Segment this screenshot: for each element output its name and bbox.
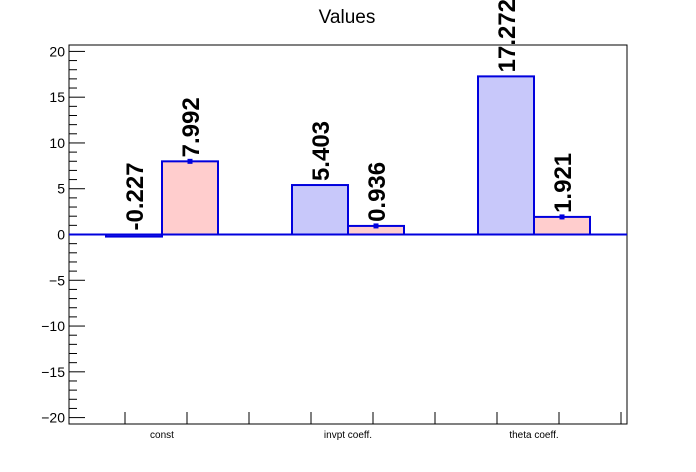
y-tick-label: 5	[57, 181, 65, 197]
bar	[477, 75, 535, 236]
x-axis: const invpt coeff. theta coeff.	[124, 412, 622, 441]
error-marker	[373, 223, 379, 229]
y-tick-label: −15	[41, 364, 65, 380]
value-label: 0.936	[364, 162, 391, 222]
bar	[161, 160, 219, 236]
bar	[533, 215, 591, 236]
x-category-label: const	[150, 430, 174, 441]
y-tick-label: 15	[49, 89, 65, 105]
y-tick-label: −10	[41, 318, 65, 334]
y-tick-label: 0	[57, 227, 65, 243]
value-label: 17.272	[494, 0, 521, 72]
error-marker	[187, 158, 193, 164]
value-label: 7.992	[178, 97, 205, 157]
chart-title: Values	[319, 7, 376, 28]
bars	[69, 75, 627, 238]
y-tick-label: 10	[49, 135, 65, 151]
x-category-label: invpt coeff.	[324, 430, 372, 441]
x-category-label: theta coeff.	[509, 430, 558, 441]
y-tick-label: −20	[41, 410, 65, 426]
y-axis: −20 −15 −10 −5 0 5 10 15 20	[41, 43, 85, 426]
value-label: 1.921	[550, 153, 577, 213]
value-label: 5.403	[308, 121, 335, 181]
y-tick-label: −5	[49, 272, 65, 288]
y-tick-label: 20	[49, 43, 65, 59]
value-labels: -0.227 5.403 17.272 7.992 0.936 1.921	[122, 0, 577, 231]
bar	[291, 184, 349, 236]
value-label: -0.227	[122, 162, 149, 230]
error-marker	[559, 214, 565, 220]
